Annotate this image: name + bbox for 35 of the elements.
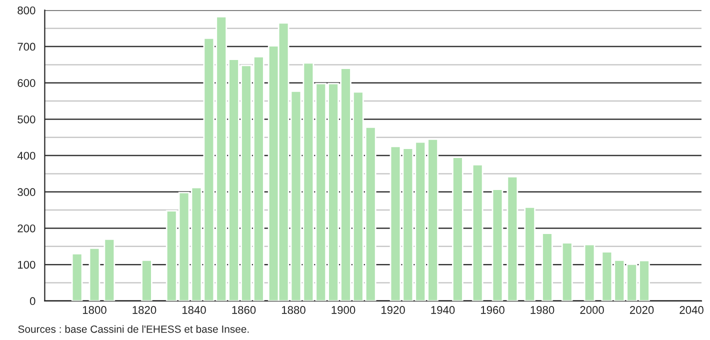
y-tick-label: 200 — [18, 224, 36, 232]
x-tick-label: 1860 — [232, 306, 256, 314]
x-tick-label: 1800 — [82, 306, 106, 314]
y-tick-label: 600 — [18, 79, 36, 88]
x-tick-label: 2020 — [630, 306, 654, 314]
x-tick-label: 1840 — [182, 306, 206, 314]
x-tick-label: 2000 — [580, 306, 604, 314]
y-tick-label: 500 — [18, 115, 36, 124]
source-note: Sources : base Cassini de l'EHESS et base Insee. — [18, 325, 249, 333]
y-tick-label: 0 — [30, 297, 36, 306]
x-tick-label: 1960 — [481, 306, 504, 314]
y-tick-label: 800 — [18, 6, 36, 14]
bar — [472, 164, 484, 301]
bar — [584, 244, 596, 301]
x-tick-label: 2040 — [680, 306, 704, 314]
y-tick-label: 100 — [18, 260, 36, 269]
x-tick-label: 1820 — [132, 306, 156, 314]
y-tick-label: 700 — [18, 42, 36, 51]
y-tick-label: 300 — [18, 188, 36, 196]
bar — [524, 206, 536, 301]
x-tick-label: 1900 — [332, 306, 356, 314]
bar — [492, 188, 504, 301]
x-tick-label: 1980 — [530, 306, 554, 314]
bar — [88, 248, 100, 301]
x-tick-label: 1940 — [431, 306, 455, 314]
bar — [141, 260, 152, 301]
x-tick-label: 1920 — [381, 306, 405, 314]
bar — [542, 232, 553, 301]
bar — [561, 242, 573, 301]
bar — [71, 252, 83, 301]
x-tick-label: 1880 — [282, 306, 306, 314]
bar — [506, 176, 518, 301]
bar — [452, 156, 464, 301]
bar — [104, 238, 116, 301]
y-tick-label: 400 — [17, 152, 36, 160]
